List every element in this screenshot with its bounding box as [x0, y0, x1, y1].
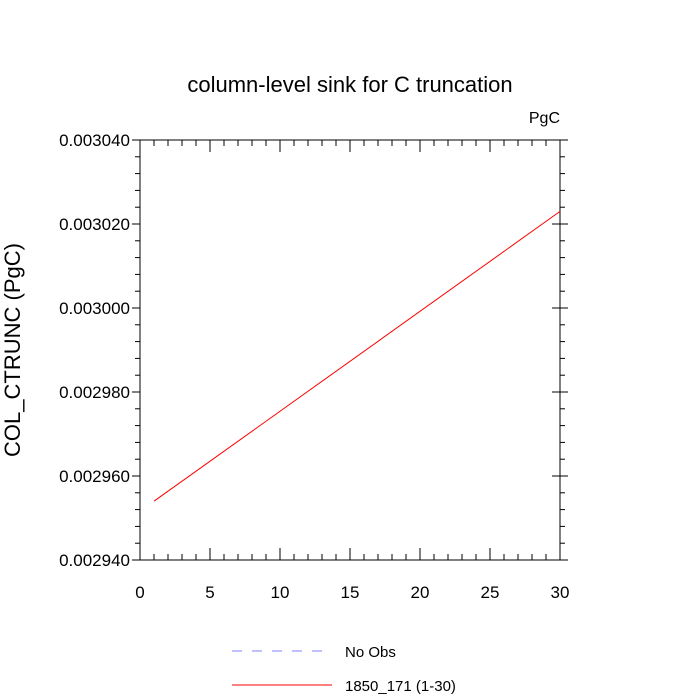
legend-label-1: 1850_171 (1-30) — [345, 678, 456, 695]
x-tick-label: 30 — [551, 583, 570, 602]
x-tick-label: 15 — [341, 583, 360, 602]
x-tick-label: 25 — [481, 583, 500, 602]
x-tick-label: 0 — [135, 583, 144, 602]
y-tick-label: 0.002980 — [59, 383, 130, 402]
y-axis-label: COL_CTRUNC (PgC) — [0, 243, 25, 457]
legend-label-0: No Obs — [345, 644, 396, 661]
y-tick-label: 0.002960 — [59, 467, 130, 486]
series-line-1 — [153, 210, 561, 502]
x-tick-label: 20 — [411, 583, 430, 602]
chart-title: column-level sink for C truncation — [187, 72, 512, 97]
axis-tick-labels: 0 5 10 15 20 25 30 0.002940 0.002960 0.002980 0.00… — [59, 131, 569, 602]
x-tick-label: 10 — [271, 583, 290, 602]
axis-ticks — [132, 139, 568, 561]
y-tick-label: 0.003000 — [59, 299, 130, 318]
x-tick-label: 5 — [205, 583, 214, 602]
series-lines — [153, 210, 561, 502]
y-tick-label: 0.003040 — [59, 131, 130, 150]
y-tick-label: 0.003020 — [59, 215, 130, 234]
plot-frame — [139, 139, 561, 561]
y-tick-label: 0.002940 — [59, 551, 130, 570]
units-label: PgC — [529, 110, 560, 127]
legend: No Obs 1850_171 (1-30) — [232, 644, 456, 695]
